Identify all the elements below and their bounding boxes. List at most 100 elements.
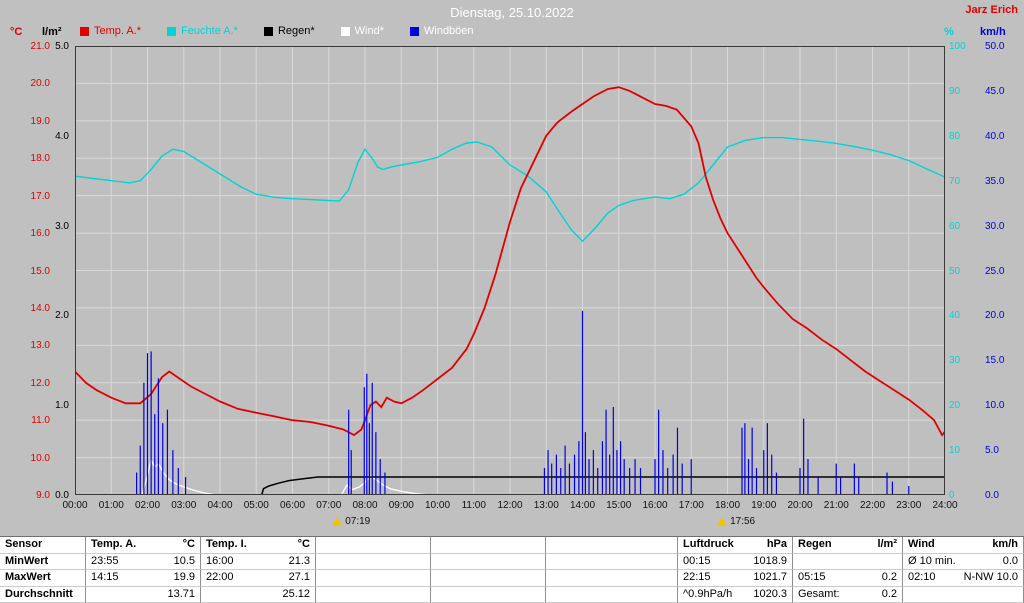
page-title: Dienstag, 25.10.2022 [0, 5, 1024, 20]
legend-item: Windböen [410, 25, 474, 37]
tick-time: 10:00 [425, 500, 450, 511]
stats-cell [316, 570, 431, 587]
tick-time: 16:00 [642, 500, 667, 511]
tick-time: 02:00 [135, 500, 160, 511]
sun-marker: 17:56 [717, 516, 755, 527]
tick-time: 24:00 [932, 500, 957, 511]
stats-cell [316, 587, 431, 603]
chart-legend: Temp. A.* Feuchte A.* Regen* Wind* Windböen [80, 25, 474, 37]
stats-cell [546, 570, 678, 587]
stats-cell: 13.71 [86, 587, 201, 603]
stats-cell [793, 554, 903, 571]
stats-cell-value: 25.12 [282, 587, 310, 602]
tick-time: 09:00 [389, 500, 414, 511]
stats-cell [546, 554, 678, 571]
stats-cell-value: l/m² [877, 537, 897, 552]
stats-cell: 14:15 19.9 [86, 570, 201, 587]
legend-item: Feuchte A.* [167, 25, 238, 37]
stats-row-label: Sensor [0, 537, 86, 554]
legend-item: Wind* [341, 25, 384, 37]
stats-cell-time: Gesamt: [798, 587, 840, 602]
tick-wind: 5.0 [985, 445, 999, 456]
stats-cell-value: km/h [992, 537, 1018, 552]
tick-time: 00:00 [62, 500, 87, 511]
tick-time: 14:00 [570, 500, 595, 511]
sun-marker: 07:19 [332, 516, 370, 527]
stats-cell [316, 537, 431, 554]
legend-label: Feuchte A.* [181, 25, 238, 37]
stats-cell-value: N-NW 10.0 [964, 570, 1018, 585]
tick-time: 01:00 [99, 500, 124, 511]
legend-swatch-icon [341, 27, 350, 36]
legend-label: Windböen [424, 25, 474, 37]
stats-cell-time: 14:15 [91, 570, 119, 585]
chart-plot-area [75, 46, 945, 495]
stats-cell-value: °C [298, 537, 310, 552]
sun-time-label: 07:19 [345, 516, 370, 527]
tick-time: 04:00 [207, 500, 232, 511]
tick-time: 08:00 [352, 500, 377, 511]
stats-cell-value: 13.71 [167, 587, 195, 602]
tick-wind: 30.0 [985, 221, 1004, 232]
legend-swatch-icon [167, 27, 176, 36]
stats-row-label: MinWert [0, 554, 86, 571]
stats-cell-time: 02:10 [908, 570, 936, 585]
legend-item: Regen* [264, 25, 315, 37]
tick-time: 20:00 [787, 500, 812, 511]
stats-cell: Temp. A. °C [86, 537, 201, 554]
stats-cell: 00:15 1018.9 [678, 554, 793, 571]
axis-unit-celsius: °C [10, 26, 22, 38]
stats-cell-value: °C [183, 537, 195, 552]
stats-cell: Wind km/h [903, 537, 1024, 554]
stats-cell-time: Temp. I. [206, 537, 247, 552]
tick-rain: 3.0 [55, 221, 69, 232]
stats-cell: 02:10 N-NW 10.0 [903, 570, 1024, 587]
stats-cell-time: 00:15 [683, 554, 711, 569]
stats-cell: Regen l/m² [793, 537, 903, 554]
tick-wind: 10.0 [985, 400, 1004, 411]
stats-cell-time: Temp. A. [91, 537, 136, 552]
tick-wind: 50.0 [985, 41, 1004, 52]
tick-wind: 20.0 [985, 310, 1004, 321]
stats-cell [431, 570, 546, 587]
stats-cell-value: 19.9 [174, 570, 195, 585]
stats-cell-time: 16:00 [206, 554, 234, 569]
stats-cell-value: 1018.9 [753, 554, 787, 569]
tick-wind: 40.0 [985, 131, 1004, 142]
stats-cell-time: Regen [798, 537, 832, 552]
tick-humidity: 80 [949, 131, 960, 142]
stats-cell-value: hPa [767, 537, 787, 552]
tick-time: 18:00 [715, 500, 740, 511]
tick-humidity: 40 [949, 310, 960, 321]
stats-cell-time: 23:55 [91, 554, 119, 569]
stats-cell [316, 554, 431, 571]
stats-cell-value: 0.2 [882, 587, 897, 602]
stats-cell [546, 587, 678, 603]
tick-wind: 45.0 [985, 86, 1004, 97]
tick-time: 17:00 [679, 500, 704, 511]
tick-rain: 2.0 [55, 310, 69, 321]
tick-time: 11:00 [462, 500, 486, 511]
legend-swatch-icon [264, 27, 273, 36]
tick-time: 07:00 [316, 500, 341, 511]
tick-time: 03:00 [171, 500, 196, 511]
tick-time: 15:00 [606, 500, 631, 511]
stats-cell [431, 537, 546, 554]
legend-item: Temp. A.* [80, 25, 141, 37]
stats-cell-time: Wind [908, 537, 935, 552]
tick-time: 13:00 [534, 500, 559, 511]
tick-humidity: 90 [949, 86, 960, 97]
stats-row-label: MaxWert [0, 570, 86, 587]
station-name: Jarz Erich [965, 4, 1018, 16]
